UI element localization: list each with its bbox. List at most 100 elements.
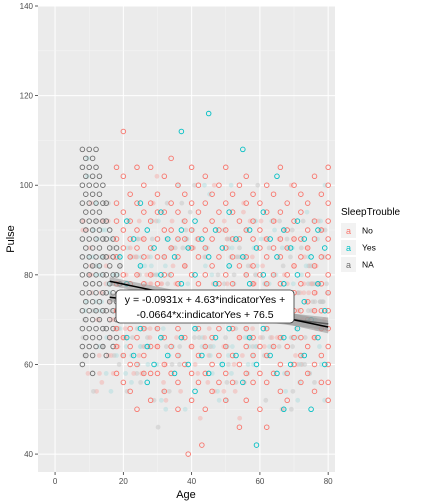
background-point bbox=[142, 326, 148, 332]
point-no bbox=[188, 397, 195, 404]
point-no bbox=[209, 218, 215, 224]
point-no bbox=[250, 281, 256, 287]
point-no bbox=[277, 334, 284, 341]
point-no bbox=[223, 370, 229, 377]
point-no bbox=[154, 209, 161, 215]
point-no bbox=[223, 397, 229, 404]
background-point bbox=[179, 200, 185, 206]
point-na bbox=[103, 325, 110, 332]
background-point bbox=[276, 344, 282, 349]
point-yes bbox=[178, 128, 185, 135]
background-point bbox=[176, 353, 182, 358]
point-no bbox=[182, 263, 188, 269]
point-no bbox=[147, 218, 154, 224]
background-point bbox=[165, 281, 171, 287]
background-point bbox=[116, 362, 122, 367]
point-yes bbox=[219, 361, 226, 368]
point-no bbox=[277, 361, 284, 368]
point-na bbox=[89, 173, 96, 180]
point-no bbox=[188, 343, 195, 350]
background-point bbox=[103, 371, 109, 376]
background-point bbox=[163, 344, 169, 349]
point-no bbox=[243, 272, 249, 278]
legend-entry-yes: Yes bbox=[362, 243, 376, 253]
point-no bbox=[236, 236, 243, 242]
point-no bbox=[291, 334, 297, 341]
point-no bbox=[298, 334, 304, 341]
y-tick-label: 60 bbox=[24, 360, 33, 369]
point-no bbox=[195, 209, 202, 215]
point-no bbox=[141, 182, 147, 188]
point-yes bbox=[308, 254, 314, 260]
equation-label-box bbox=[115, 289, 295, 324]
point-no bbox=[304, 227, 311, 233]
point-no bbox=[195, 352, 202, 359]
background-point bbox=[93, 272, 99, 278]
point-no bbox=[304, 343, 311, 350]
background-point bbox=[158, 397, 164, 403]
background-point bbox=[115, 344, 121, 349]
point-no bbox=[216, 182, 222, 188]
point-yes bbox=[178, 334, 185, 341]
point-na bbox=[89, 316, 96, 323]
background-point bbox=[239, 353, 245, 358]
point-no bbox=[195, 182, 202, 188]
point-no bbox=[141, 209, 147, 215]
point-na bbox=[96, 227, 103, 233]
point-na bbox=[83, 227, 89, 233]
point-no bbox=[168, 200, 174, 206]
background-point bbox=[253, 272, 259, 278]
point-yes bbox=[274, 173, 280, 180]
point-no bbox=[134, 245, 140, 251]
background-point bbox=[221, 388, 227, 394]
point-no bbox=[161, 361, 168, 368]
point-na bbox=[86, 164, 92, 171]
background-point bbox=[269, 335, 275, 340]
point-no bbox=[325, 272, 331, 278]
point-na bbox=[100, 236, 106, 242]
background-point bbox=[131, 371, 137, 376]
point-no bbox=[202, 227, 209, 233]
point-na bbox=[106, 245, 113, 251]
point-na bbox=[83, 263, 89, 269]
background-point bbox=[250, 326, 255, 332]
point-no bbox=[229, 352, 236, 359]
background-point bbox=[194, 236, 200, 242]
point-no bbox=[250, 191, 256, 197]
point-yes bbox=[253, 361, 260, 368]
point-yes bbox=[301, 298, 308, 305]
point-na bbox=[89, 352, 96, 359]
point-na bbox=[96, 191, 103, 197]
point-no bbox=[195, 254, 202, 260]
point-na bbox=[103, 236, 110, 242]
background-point bbox=[306, 290, 312, 296]
point-no bbox=[154, 191, 161, 197]
background-point bbox=[209, 272, 215, 278]
background-point bbox=[206, 326, 212, 332]
point-na bbox=[79, 290, 86, 296]
background-point bbox=[297, 379, 302, 385]
point-no bbox=[120, 209, 127, 215]
background-point bbox=[223, 335, 229, 340]
background-point bbox=[140, 236, 145, 242]
background-point bbox=[302, 254, 308, 260]
background-point bbox=[250, 353, 256, 358]
point-no bbox=[223, 227, 229, 233]
point-no bbox=[270, 245, 277, 251]
background-point bbox=[245, 371, 251, 376]
point-yes bbox=[267, 352, 273, 359]
point-no bbox=[250, 263, 256, 269]
background-point bbox=[317, 299, 323, 305]
point-no bbox=[263, 182, 270, 188]
point-yes bbox=[274, 370, 280, 377]
background-point bbox=[241, 209, 246, 215]
point-no bbox=[175, 254, 181, 260]
background-point bbox=[111, 353, 117, 358]
point-na bbox=[93, 146, 99, 153]
point-no bbox=[147, 245, 154, 251]
point-yes bbox=[144, 379, 150, 386]
background-point bbox=[177, 344, 183, 349]
point-no bbox=[141, 352, 147, 359]
point-yes bbox=[322, 361, 328, 368]
point-yes bbox=[205, 254, 212, 260]
